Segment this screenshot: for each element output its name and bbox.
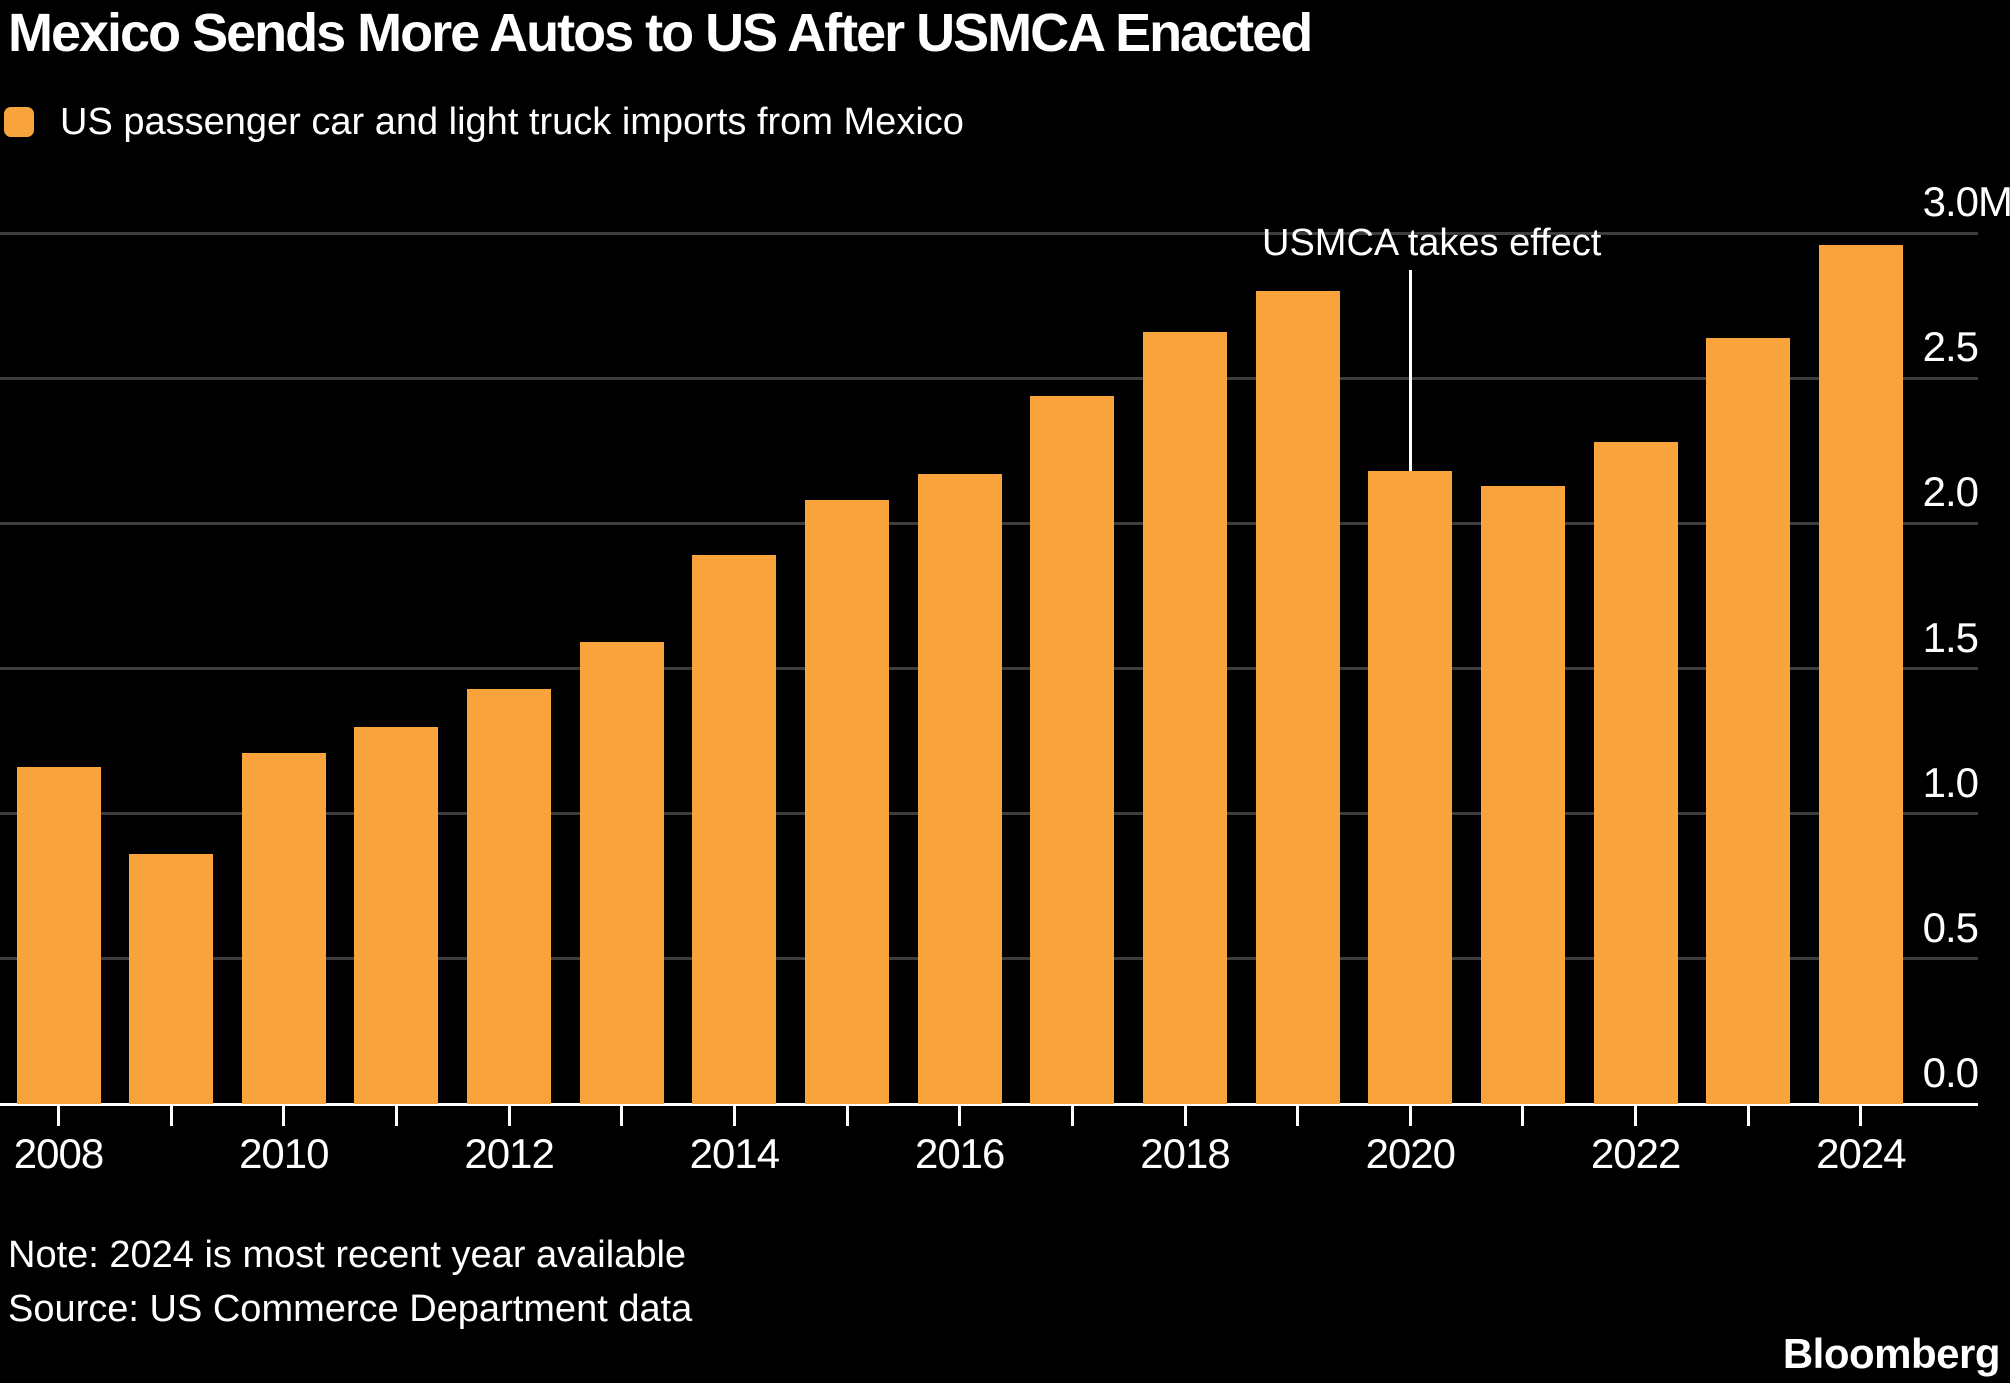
legend-label: US passenger car and light truck imports… [60, 100, 964, 143]
footnotes: Note: 2024 is most recent year available… [8, 1228, 692, 1336]
y-axis-label-0.5: 0.5 [1922, 903, 1979, 951]
annotation-label: USMCA takes effect [1262, 222, 1602, 264]
x-tick-2022 [1634, 1105, 1638, 1126]
x-axis-label-2014: 2014 [689, 1130, 780, 1177]
x-tick-2015 [845, 1105, 849, 1126]
y-axis-label-0.0: 0.0 [1922, 1049, 1979, 1096]
x-tick-2017 [1070, 1105, 1074, 1126]
bar-2012 [467, 688, 552, 1104]
x-axis-label-2018: 2018 [1140, 1130, 1230, 1177]
x-axis-label-2010: 2010 [239, 1130, 329, 1177]
bloomberg-logo: Bloomberg [1782, 1330, 2001, 1377]
x-tick-2019 [1296, 1105, 1300, 1126]
x-tick-2024 [1859, 1105, 1863, 1126]
y-axis-label-1.0: 1.0 [1922, 758, 1979, 806]
source-text: Source: US Commerce Department data [8, 1288, 693, 1330]
x-axis-label-2020: 2020 [1365, 1130, 1456, 1177]
bar-2017 [1030, 395, 1115, 1104]
y-axis-label-2.5: 2.5 [1922, 323, 1979, 371]
x-tick-2020 [1408, 1105, 1412, 1126]
x-tick-2012 [507, 1105, 511, 1126]
x-tick-2016 [958, 1105, 962, 1126]
bar-2018 [1143, 331, 1227, 1104]
bar-2010 [241, 752, 326, 1104]
x-tick-2021 [1521, 1105, 1525, 1126]
y-axis-label-3.0: 3.0 M [1922, 178, 2010, 225]
annotation-line [1408, 270, 1412, 472]
x-axis-label-2016: 2016 [914, 1130, 1005, 1177]
legend: US passenger car and light truck imports… [4, 100, 964, 143]
x-axis-line [0, 1102, 1978, 1106]
bar-2020 [1368, 471, 1453, 1104]
legend-swatch-icon [4, 107, 34, 137]
bar-2014 [692, 555, 777, 1104]
x-tick-2018 [1183, 1105, 1187, 1126]
bar-2008 [16, 767, 101, 1104]
y-axis-label-2.0: 2.0 [1922, 468, 1979, 516]
x-axis-label-2022: 2022 [1590, 1130, 1681, 1177]
bar-2024 [1818, 244, 1903, 1104]
bar-2019 [1255, 291, 1340, 1104]
x-tick-2008 [57, 1105, 60, 1126]
x-axis-label-2012: 2012 [464, 1130, 554, 1177]
x-tick-2013 [620, 1105, 624, 1126]
x-axis-label-2024: 2024 [1816, 1130, 1906, 1177]
note-text: Note: 2024 is most recent year available [8, 1234, 687, 1276]
bar-2009 [129, 854, 214, 1104]
chart-title: Mexico Sends More Autos to US After USMC… [8, 3, 1313, 63]
bar-2011 [354, 726, 439, 1104]
y-axis-label-1.5: 1.5 [1922, 613, 1979, 661]
gridline-3.0 [0, 231, 1978, 235]
x-tick-2011 [394, 1105, 398, 1126]
x-tick-2009 [169, 1105, 173, 1126]
bar-2021 [1480, 485, 1565, 1104]
gridline-2.5 [0, 376, 1978, 380]
bar-2015 [805, 500, 890, 1104]
bar-2013 [579, 642, 664, 1104]
bar-2016 [917, 473, 1002, 1104]
y-axis-unit: M [1978, 178, 2010, 225]
x-tick-2023 [1746, 1105, 1750, 1126]
bar-2022 [1593, 442, 1678, 1104]
bar-2023 [1706, 337, 1791, 1104]
x-axis-label-2008: 2008 [13, 1130, 104, 1177]
x-tick-2010 [282, 1105, 286, 1126]
x-tick-2014 [732, 1105, 736, 1126]
